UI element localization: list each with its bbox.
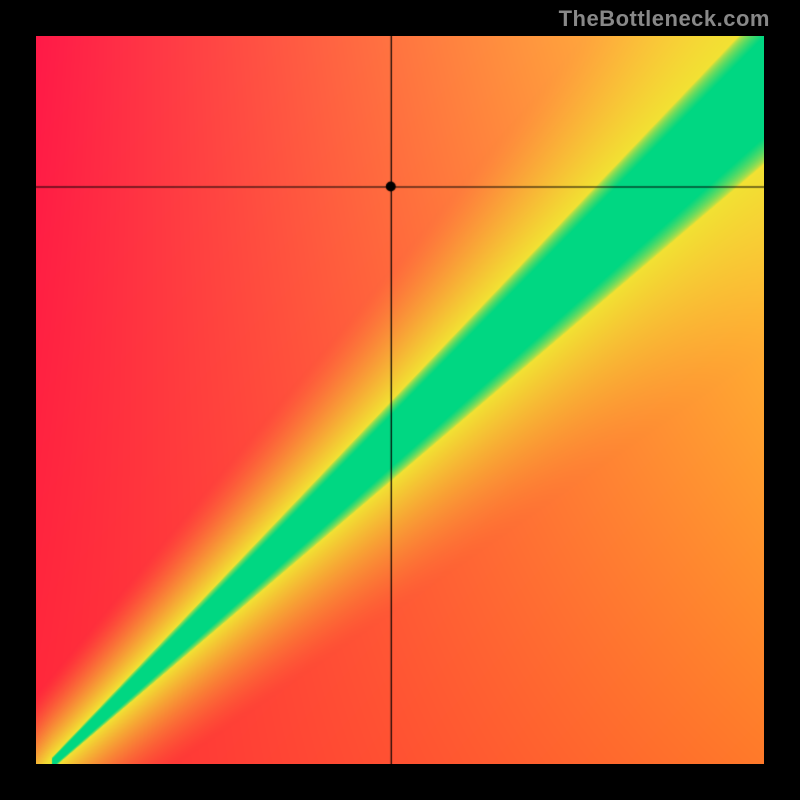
watermark-text: TheBottleneck.com <box>559 6 770 32</box>
chart-container: { "watermark": { "text": "TheBottleneck.… <box>0 0 800 800</box>
bottleneck-heatmap <box>36 36 764 764</box>
